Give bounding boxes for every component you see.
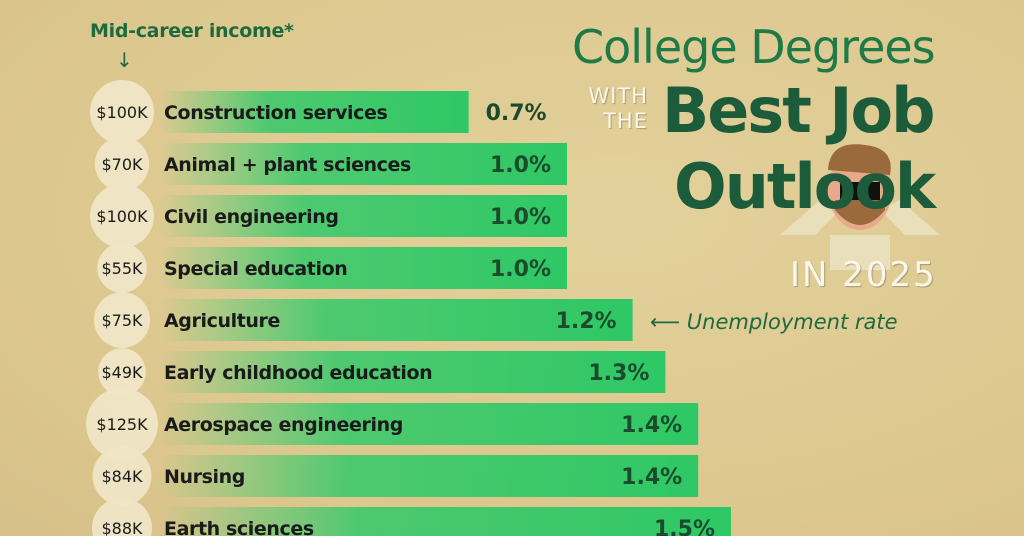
- unemployment-rate-label: Unemployment rate: [686, 310, 898, 334]
- arrow-left-icon: ⟵: [650, 310, 681, 334]
- income-circle: [94, 292, 150, 348]
- category-label: Animal + plant sciences: [164, 154, 411, 176]
- bar: [160, 299, 633, 341]
- bar: [160, 351, 666, 393]
- title-line-1: College Degrees: [572, 20, 936, 74]
- income-label: $75K: [101, 311, 143, 330]
- title-the: THE: [603, 109, 648, 133]
- arrow-down-icon: ↓: [116, 48, 133, 72]
- bar: [160, 403, 699, 445]
- category-label: Special education: [164, 258, 347, 280]
- category-label: Early childhood education: [164, 362, 432, 384]
- income-label: $84K: [101, 467, 143, 486]
- income-label: $100K: [96, 207, 148, 226]
- value-label: 1.0%: [490, 153, 551, 178]
- title-with: WITH: [588, 84, 648, 108]
- category-label: Nursing: [164, 466, 245, 488]
- bar: [160, 247, 567, 289]
- income-label: $88K: [101, 519, 143, 536]
- income-circle: [97, 243, 147, 293]
- income-circle: [92, 446, 152, 506]
- title-line-3: Outlook: [674, 150, 936, 223]
- value-label: 0.7%: [486, 101, 547, 126]
- title-year: IN 2025: [790, 255, 937, 295]
- category-label: Civil engineering: [164, 206, 339, 228]
- category-label: Earth sciences: [164, 518, 314, 536]
- category-label: Aerospace engineering: [164, 414, 403, 436]
- income-circle: [91, 497, 153, 536]
- income-circle: [98, 348, 146, 396]
- title-with-the: WITH THE: [578, 84, 648, 134]
- bar: [160, 195, 567, 237]
- binoculars-man-illustration: [780, 144, 940, 270]
- income-circle: [90, 184, 154, 248]
- income-legend-label: Mid-career income*: [90, 20, 294, 42]
- income-label: $100K: [96, 103, 148, 122]
- value-label: 1.2%: [556, 309, 617, 334]
- income-circle: [86, 388, 158, 460]
- income-label: $70K: [101, 155, 143, 174]
- bar: [160, 143, 567, 185]
- value-label: 1.5%: [654, 517, 715, 536]
- value-label: 1.3%: [588, 361, 649, 386]
- income-circle: [94, 136, 150, 192]
- value-label: 1.4%: [621, 413, 682, 438]
- income-circle: [90, 80, 154, 144]
- income-label: $125K: [96, 415, 148, 434]
- title-line-2: Best Job: [662, 74, 935, 147]
- income-label: $49K: [101, 363, 143, 382]
- bar: [160, 91, 469, 133]
- income-label: $55K: [101, 259, 143, 278]
- bar: [160, 455, 699, 497]
- unemployment-rate-annotation: ⟵ Unemployment rate: [650, 310, 898, 334]
- bar: [160, 507, 731, 536]
- value-label: 1.0%: [490, 257, 551, 282]
- value-label: 1.0%: [490, 205, 551, 230]
- category-label: Construction services: [164, 102, 387, 124]
- category-label: Agriculture: [164, 310, 280, 332]
- value-label: 1.4%: [621, 465, 682, 490]
